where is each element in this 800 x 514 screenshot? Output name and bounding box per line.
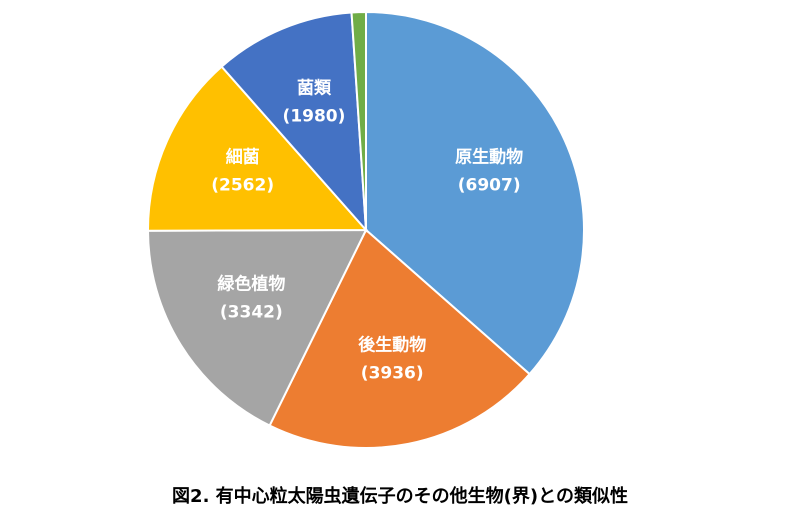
pie-slice [220, 11, 368, 233]
slice-label: 細菌 [226, 147, 260, 168]
slice-label: 原生動物 [455, 146, 523, 167]
slice-label: 後生動物 [358, 335, 426, 356]
pie-slice [365, 10, 585, 376]
pie-slice [350, 10, 367, 231]
pie-slice [268, 228, 532, 449]
slice-value-label: (1980) [283, 106, 346, 126]
slice-value-label: (6907) [458, 175, 521, 195]
pie-slice [147, 65, 369, 232]
pie-slice [146, 228, 368, 427]
slice-label: 緑色植物 [217, 274, 285, 295]
chart-caption: 図2. 有中心粒太陽虫遺伝子のその他生物(界)との類似性 [172, 486, 628, 507]
slice-label: 菌類 [297, 78, 332, 98]
slice-value-label: (3936) [361, 364, 424, 384]
slice-value-label: (3342) [220, 303, 283, 323]
slice-value-label: (2562) [211, 176, 274, 196]
